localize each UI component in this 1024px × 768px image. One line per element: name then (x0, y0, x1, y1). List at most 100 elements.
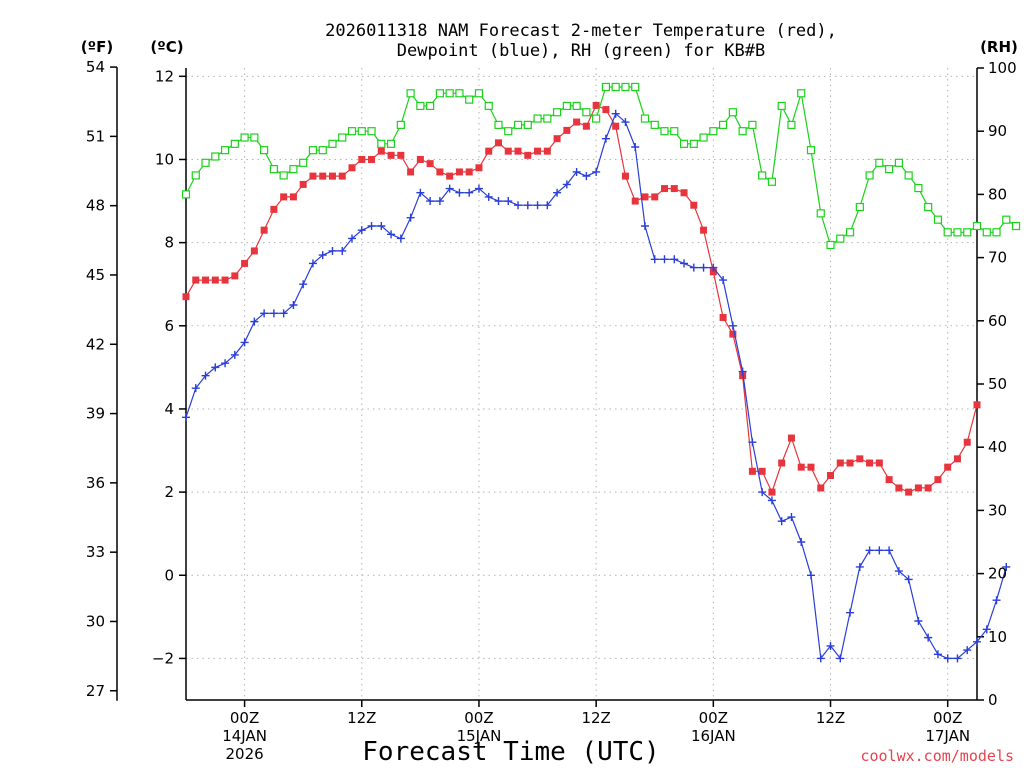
rh-point (572, 101, 581, 111)
temperature-point (817, 484, 825, 492)
temperature-point (534, 147, 542, 155)
dewpoint-point (1002, 562, 1011, 571)
temperature-point (768, 488, 776, 496)
rh-point (543, 114, 552, 123)
dewpoint-point (348, 234, 357, 243)
rh-point (748, 120, 757, 129)
dewpoint-point (572, 167, 581, 176)
celsius-tick-label: 0 (164, 566, 174, 584)
temperature-point (719, 313, 727, 321)
dewpoint-point (953, 654, 962, 663)
dewpoint-point (806, 571, 815, 580)
dewpoint-point (221, 359, 230, 368)
rh-point (621, 82, 630, 92)
dewpoint-point (846, 608, 855, 617)
temperature-point (582, 122, 590, 130)
temperature-point (827, 471, 835, 479)
series-layer (181, 82, 1021, 663)
rh-point (435, 89, 445, 98)
temperature-point (836, 459, 844, 467)
dewpoint-point (406, 213, 415, 222)
dewpoint-point (992, 596, 1001, 605)
temperature-point (846, 459, 854, 467)
dewpoint-point (494, 197, 503, 206)
celsius-tick-label: 6 (164, 317, 174, 335)
rh-point (699, 133, 708, 142)
dewpoint-point (797, 538, 806, 546)
dewpoint-point (914, 617, 923, 625)
dewpoint-point (377, 222, 386, 230)
dewpoint-point (650, 255, 659, 264)
temperature-point (778, 459, 786, 467)
rh-point (181, 190, 191, 199)
rh-point (816, 209, 825, 218)
rh-point (709, 127, 718, 136)
temperature-point (524, 151, 532, 159)
fahrenheit-tick-label: 48 (86, 197, 105, 215)
rh-point (338, 133, 347, 142)
rh-point (767, 177, 777, 186)
dewpoint-point (640, 222, 649, 230)
rh-point (943, 228, 952, 237)
rh-tick-label: 40 (988, 438, 1007, 456)
fahrenheit-tick-label: 42 (86, 335, 105, 353)
x-tick-date-label: 15JAN (457, 727, 502, 745)
rh-point (299, 158, 308, 167)
temperature-point (543, 147, 551, 155)
dewpoint-point (455, 188, 464, 197)
dewpoint-point (855, 562, 864, 571)
rh-point (1011, 221, 1021, 231)
dewpoint-point (699, 263, 708, 272)
rh-point (885, 165, 894, 174)
dewpoint-point (250, 317, 259, 326)
dewpoint-point (924, 633, 933, 642)
celsius-tick-label: 12 (155, 67, 174, 85)
rh-point (718, 120, 728, 129)
temperature-line (185, 104, 978, 494)
dewpoint-point (963, 646, 972, 655)
rh-point (289, 165, 298, 174)
celsius-axis-unit: (ºC) (150, 38, 183, 56)
rh-axis-unit: (RH) (980, 38, 1018, 56)
rh-point (347, 127, 357, 136)
rh-tick-label: 90 (988, 122, 1007, 140)
rh-tick-label: 30 (988, 501, 1007, 519)
celsius-tick-label: 8 (164, 234, 174, 252)
x-axis-label: Forecast Time (UTC) (362, 737, 659, 767)
temperature-point (934, 476, 942, 484)
temperature-point (299, 180, 307, 188)
x-tick-label: 12Z (581, 709, 610, 727)
dewpoint-point (601, 134, 610, 143)
rh-point (250, 133, 259, 142)
rh-point (269, 165, 278, 174)
rh-point (396, 120, 405, 129)
fahrenheit-tick-label: 27 (86, 682, 105, 700)
rh-point (308, 146, 318, 155)
rh-tick-label: 0 (988, 691, 998, 709)
rh-point (650, 120, 659, 129)
dewpoint-point (445, 184, 454, 193)
dewpoint-point (308, 259, 317, 268)
rh-point (963, 228, 972, 237)
temperature-point (895, 484, 903, 492)
rh-point (513, 120, 523, 129)
rh-point (933, 215, 943, 224)
dewpoint-point (758, 488, 767, 497)
temperature-point (690, 201, 698, 209)
dewpoint-point (611, 109, 620, 118)
temperature-point (192, 276, 200, 284)
dewpoint-point (621, 118, 630, 127)
temperature-point (944, 463, 952, 471)
temperature-point (465, 168, 473, 176)
axes (110, 66, 984, 707)
rh-point (357, 127, 366, 136)
dewpoint-point (260, 309, 269, 318)
temperature-point (377, 147, 385, 155)
rh-point (533, 114, 542, 123)
temperature-point (319, 172, 327, 180)
rh-point (260, 146, 269, 155)
dewpoint-point (426, 197, 435, 206)
rh-point (982, 228, 991, 237)
fahrenheit-tick-label: 54 (86, 58, 105, 76)
dewpoint-point (719, 276, 728, 285)
